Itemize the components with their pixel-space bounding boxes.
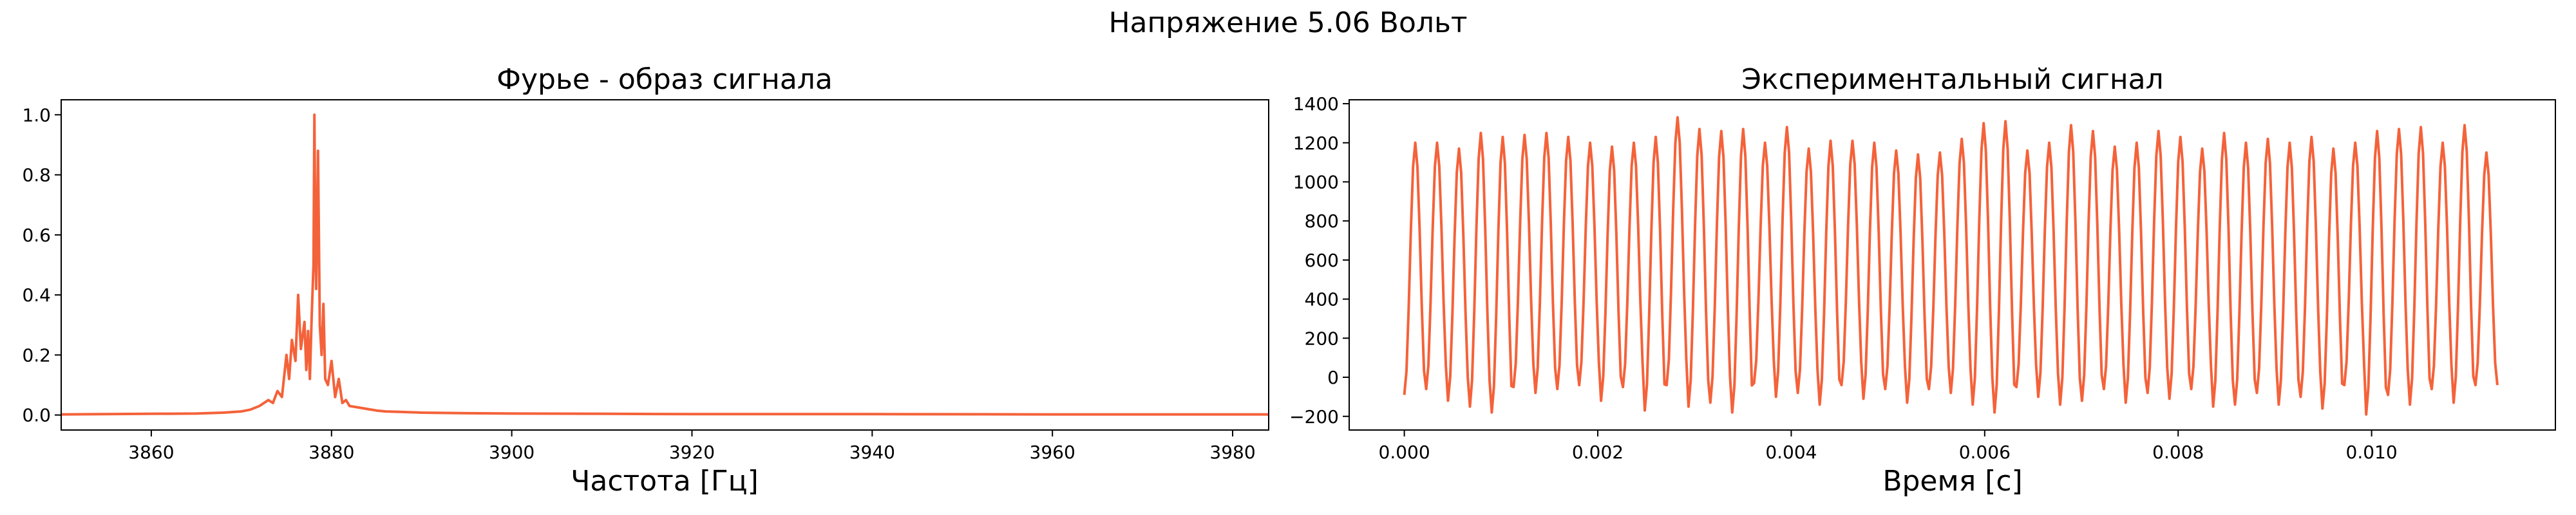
fourier-y-tick-label: 0.0 [22,405,51,426]
signal-y-tick-label: 1000 [1293,171,1339,192]
signal-y-tick-label: 1400 [1293,93,1339,115]
signal-y-tick-label: 800 [1305,211,1339,232]
signal-x-tick-label: 0.010 [2346,442,2398,463]
signal-title: Экспериментальный сигнал [1741,63,2163,96]
fourier-x-tick-label: 3980 [1209,442,1255,463]
fourier-y-tick-label: 0.4 [22,285,51,306]
signal-x-tick-label: 0.004 [1765,442,1817,463]
fourier-title: Фурье - образ сигнала [497,63,833,96]
fourier-x-tick-label: 3860 [128,442,174,463]
fourier-panel: Фурье - образ сигнала 3860 3880 3900 3920 39… [22,63,1269,498]
signal-x-tick-label: 0.008 [2152,442,2204,463]
signal-y-tick-label: −200 [1289,406,1339,427]
signal-panel: Экспериментальный сигнал 0.000 0.002 0.004… [1289,63,2556,498]
fourier-x-tick-label: 3880 [308,442,354,463]
fourier-axes-frame [61,99,1269,431]
fourier-x-tick-label: 3900 [489,442,535,463]
fourier-y-tick-label: 0.8 [22,165,51,186]
fourier-x-tick-label: 3940 [849,442,895,463]
figure-suptitle: Напряжение 5.06 Вольт [1108,6,1467,39]
signal-x-axis-label: Время [с] [1882,465,2022,498]
fourier-plot-area [61,100,1269,430]
fourier-series-line [61,113,1269,416]
signal-y-tick-label: 1200 [1293,133,1339,154]
fourier-x-axis-label: Частота [Гц] [571,465,759,498]
signal-y-tick-label: 200 [1305,328,1339,349]
signal-x-tick-label: 0.000 [1379,442,1430,463]
fourier-y-ticks: 0.0 0.2 0.4 0.6 0.8 1.0 [22,104,61,426]
fourier-x-ticks: 3860 3880 3900 3920 3940 3960 3980 [128,430,1256,463]
fourier-y-tick-label: 0.6 [22,225,51,246]
signal-axes-frame [1349,99,2556,431]
signal-y-tick-label: 400 [1305,289,1339,310]
signal-series-line [1403,116,2499,416]
signal-x-tick-label: 0.006 [1959,442,2011,463]
signal-y-tick-label: 0 [1327,367,1339,388]
fourier-x-tick-label: 3920 [669,442,715,463]
fourier-y-tick-label: 1.0 [22,104,51,126]
signal-x-ticks: 0.000 0.002 0.004 0.006 0.008 0.010 [1379,430,2398,463]
fourier-y-tick-label: 0.2 [22,344,51,366]
signal-y-tick-label: 600 [1305,250,1339,271]
signal-x-tick-label: 0.002 [1572,442,1624,463]
signal-y-ticks: −200 0 200 400 600 800 1000 1200 1400 [1289,93,1349,427]
fourier-x-tick-label: 3960 [1030,442,1075,463]
